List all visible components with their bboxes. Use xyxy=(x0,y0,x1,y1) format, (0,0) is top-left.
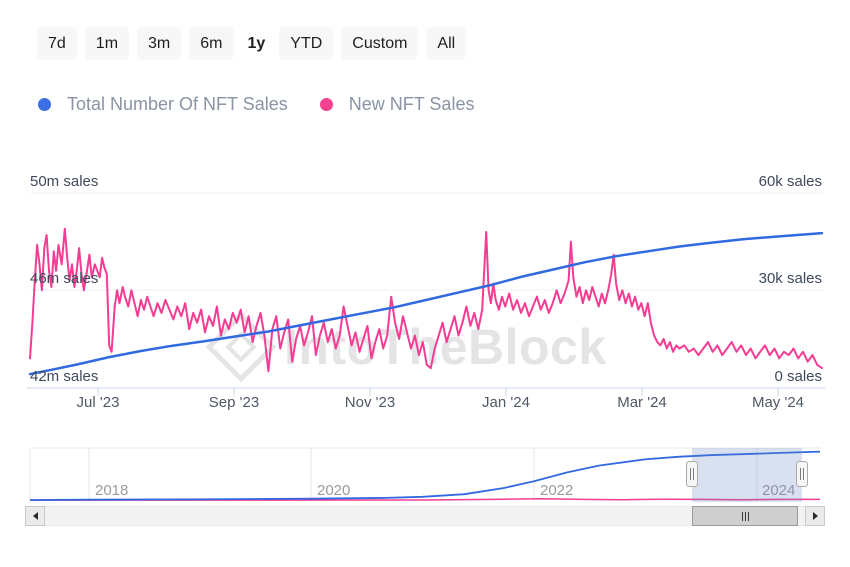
plot-area[interactable] xyxy=(30,160,822,388)
scrollbar-thumb[interactable] xyxy=(692,506,798,526)
arrow-left-icon xyxy=(32,512,38,520)
range-button-custom[interactable]: Custom xyxy=(341,27,419,61)
range-button-6m[interactable]: 6m xyxy=(189,27,234,61)
range-button-3m[interactable]: 3m xyxy=(137,27,182,61)
range-button-1m[interactable]: 1m xyxy=(84,27,130,61)
nav-year-2018: 2018 xyxy=(95,482,129,499)
legend: Total Number Of NFT Sales New NFT Sales xyxy=(38,94,474,115)
x-label-nov23: Nov '23 xyxy=(344,394,396,411)
x-axis xyxy=(27,387,825,396)
range-button-7d[interactable]: 7d xyxy=(37,27,77,61)
x-label-may24: May '24 xyxy=(751,394,805,411)
legend-item-total-sales[interactable]: Total Number Of NFT Sales xyxy=(38,94,288,115)
y-label-left-50m: 50m sales xyxy=(30,173,99,190)
y-label-left-46m: 46m sales xyxy=(30,270,99,287)
y-label-right-30k: 30k sales xyxy=(758,270,822,287)
y-label-right-0: 0 sales xyxy=(774,368,822,385)
x-label-sep23: Sep '23 xyxy=(208,394,260,411)
navigator-right-handle[interactable] xyxy=(796,461,808,487)
x-label-jan24: Jan '24 xyxy=(482,394,530,411)
y-label-right-60k: 60k sales xyxy=(758,173,822,190)
scrollbar-right-button[interactable] xyxy=(805,506,825,526)
nav-year-2020: 2020 xyxy=(317,482,351,499)
range-button-ytd[interactable]: YTD xyxy=(279,27,334,61)
legend-label-new-sales: New NFT Sales xyxy=(348,94,475,114)
range-selector: 7d 1m 3m 6m 1y YTD Custom All xyxy=(37,27,467,61)
legend-label-total-sales: Total Number Of NFT Sales xyxy=(67,94,288,114)
x-label-mar24: Mar '24 xyxy=(617,394,667,411)
nav-year-2022: 2022 xyxy=(540,482,574,499)
range-button-1y-selected[interactable]: 1y xyxy=(242,27,272,60)
blue-dot-icon xyxy=(38,98,51,111)
navigator-selected-range[interactable] xyxy=(692,448,802,502)
y-label-left-42m: 42m sales xyxy=(30,368,99,385)
pink-dot-icon xyxy=(319,98,333,111)
x-label-jul23: Jul '23 xyxy=(76,394,120,411)
range-button-all[interactable]: All xyxy=(426,27,467,61)
legend-item-new-sales[interactable]: New NFT Sales xyxy=(319,94,475,115)
scrollbar-left-button[interactable] xyxy=(25,506,45,526)
arrow-right-icon xyxy=(812,512,818,520)
navigator-left-handle[interactable] xyxy=(686,461,698,487)
